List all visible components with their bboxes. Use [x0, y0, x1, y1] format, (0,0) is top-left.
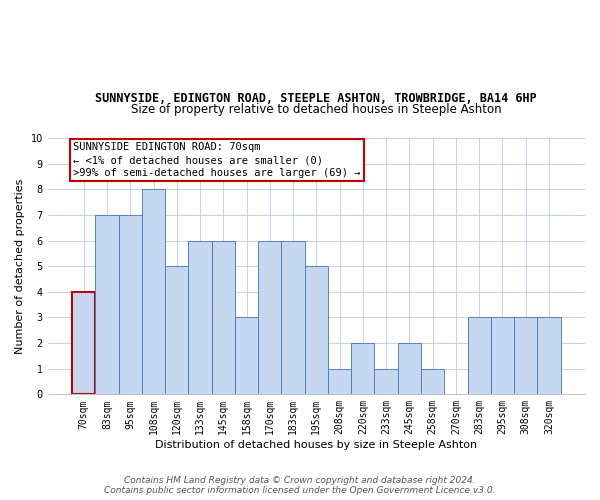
Bar: [374, 368, 398, 394]
Bar: [491, 318, 514, 394]
Bar: [281, 240, 305, 394]
Bar: [95, 215, 119, 394]
Bar: [119, 215, 142, 394]
Bar: [514, 318, 538, 394]
Y-axis label: Number of detached properties: Number of detached properties: [15, 178, 25, 354]
Bar: [351, 343, 374, 394]
Bar: [421, 368, 444, 394]
Bar: [142, 190, 165, 394]
Text: SUNNYSIDE, EDINGTON ROAD, STEEPLE ASHTON, TROWBRIDGE, BA14 6HP: SUNNYSIDE, EDINGTON ROAD, STEEPLE ASHTON…: [95, 92, 537, 104]
Bar: [212, 240, 235, 394]
Text: SUNNYSIDE EDINGTON ROAD: 70sqm
← <1% of detached houses are smaller (0)
>99% of : SUNNYSIDE EDINGTON ROAD: 70sqm ← <1% of …: [73, 142, 361, 178]
Bar: [235, 318, 258, 394]
Bar: [188, 240, 212, 394]
Bar: [538, 318, 560, 394]
Bar: [467, 318, 491, 394]
X-axis label: Distribution of detached houses by size in Steeple Ashton: Distribution of detached houses by size …: [155, 440, 478, 450]
Bar: [165, 266, 188, 394]
Bar: [305, 266, 328, 394]
Title: Size of property relative to detached houses in Steeple Ashton: Size of property relative to detached ho…: [131, 103, 502, 116]
Bar: [328, 368, 351, 394]
Text: Contains HM Land Registry data © Crown copyright and database right 2024.
Contai: Contains HM Land Registry data © Crown c…: [104, 476, 496, 495]
Bar: [258, 240, 281, 394]
Bar: [72, 292, 95, 394]
Bar: [398, 343, 421, 394]
